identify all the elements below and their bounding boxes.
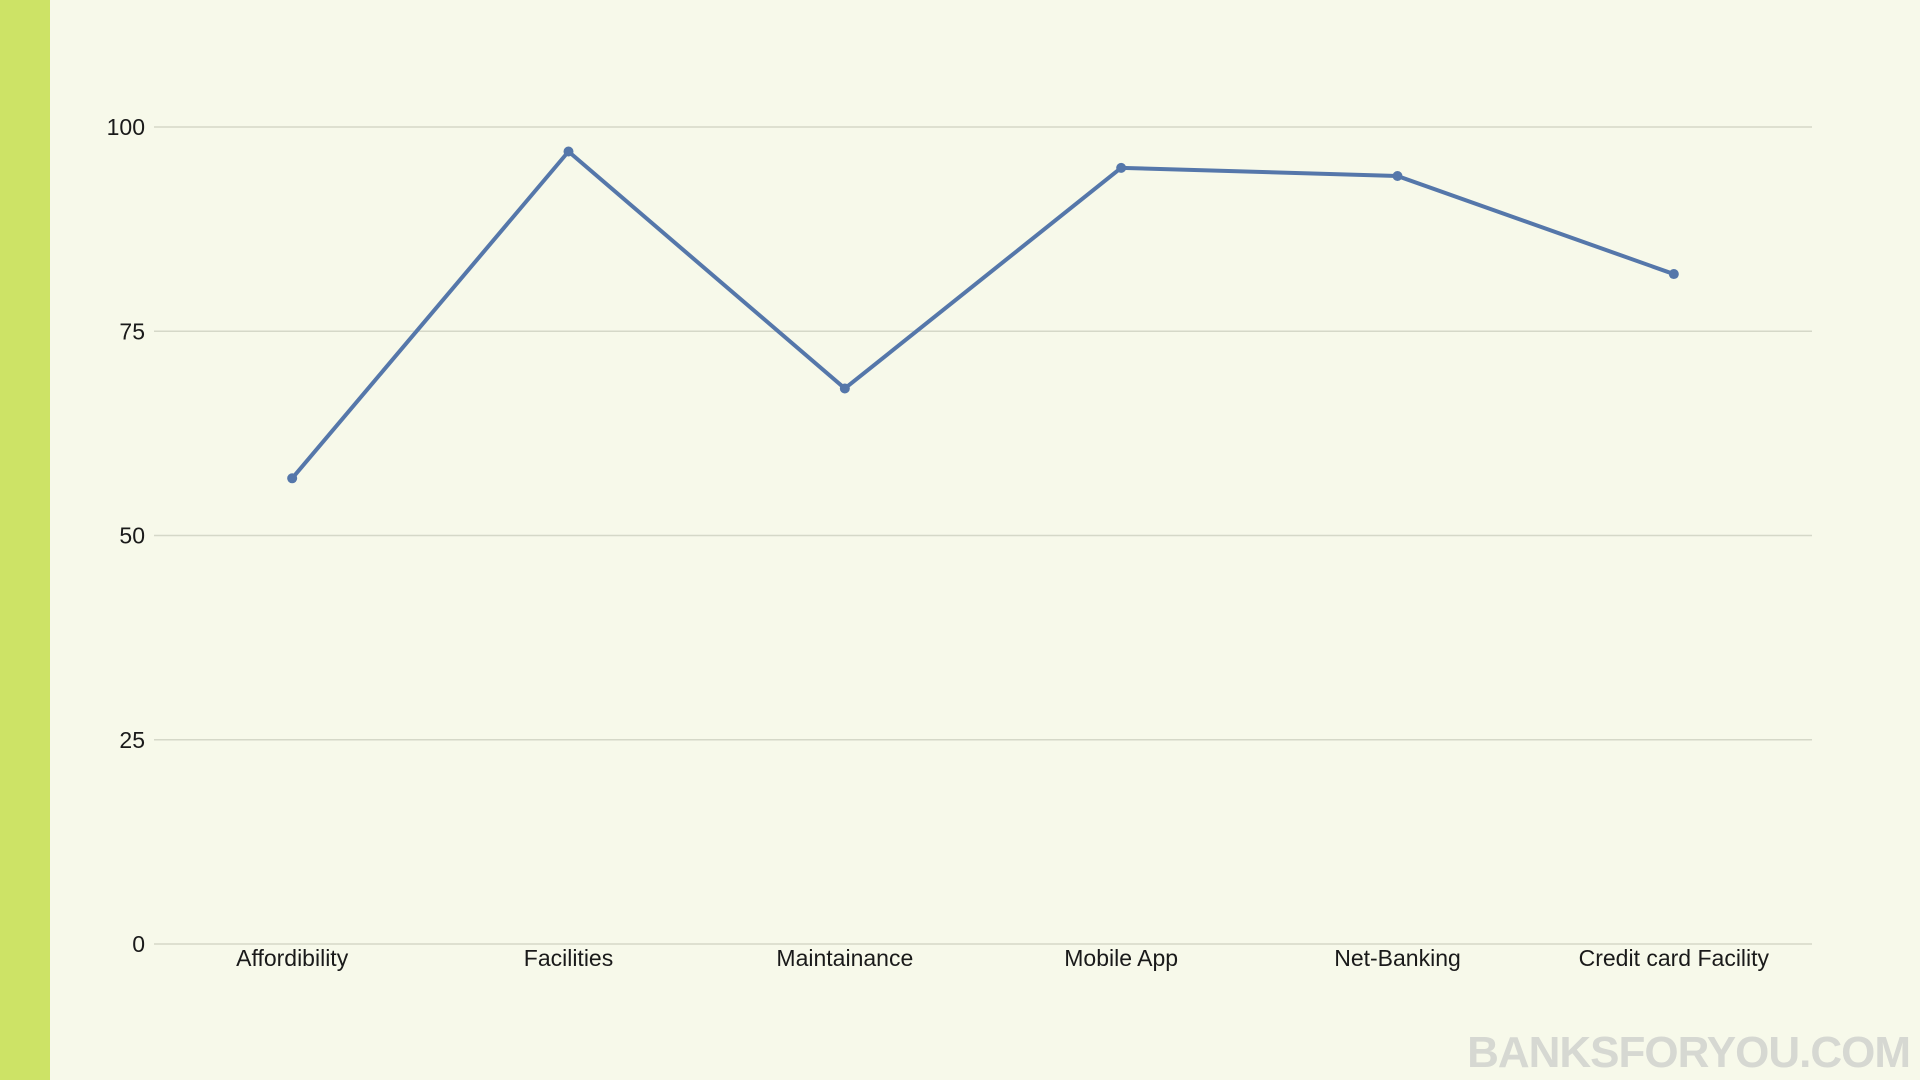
x-tick-label: Credit card Facility xyxy=(1579,945,1770,971)
y-tick-label: 25 xyxy=(119,727,145,753)
y-tick-label: 100 xyxy=(107,114,145,140)
series-layer xyxy=(287,146,1679,484)
series-line xyxy=(290,149,1675,480)
data-point xyxy=(287,473,298,484)
x-tick-label: Net-Banking xyxy=(1334,945,1461,971)
y-axis-tick-labels: 0 25 50 75 100 xyxy=(107,114,145,957)
data-point xyxy=(1668,269,1679,280)
x-tick-label: Facilities xyxy=(524,945,613,971)
x-axis-tick-labels: Affordibility Facilities Maintainance Mobil… xyxy=(236,945,1769,971)
data-point xyxy=(1392,171,1403,182)
watermark-logo: BANKSFORYOU.COM xyxy=(1467,1028,1911,1077)
x-tick-label: Affordibility xyxy=(236,945,349,971)
y-tick-label: 0 xyxy=(132,931,145,957)
side-accent-bar xyxy=(0,0,50,1080)
x-tick-label: Maintainance xyxy=(776,945,913,971)
y-tick-label: 75 xyxy=(119,318,145,344)
grid-lines xyxy=(154,126,1812,945)
x-tick-label: Mobile App xyxy=(1064,945,1178,971)
data-point xyxy=(839,383,850,394)
data-point xyxy=(563,146,574,157)
y-tick-label: 50 xyxy=(119,523,145,549)
data-point xyxy=(1116,162,1127,173)
